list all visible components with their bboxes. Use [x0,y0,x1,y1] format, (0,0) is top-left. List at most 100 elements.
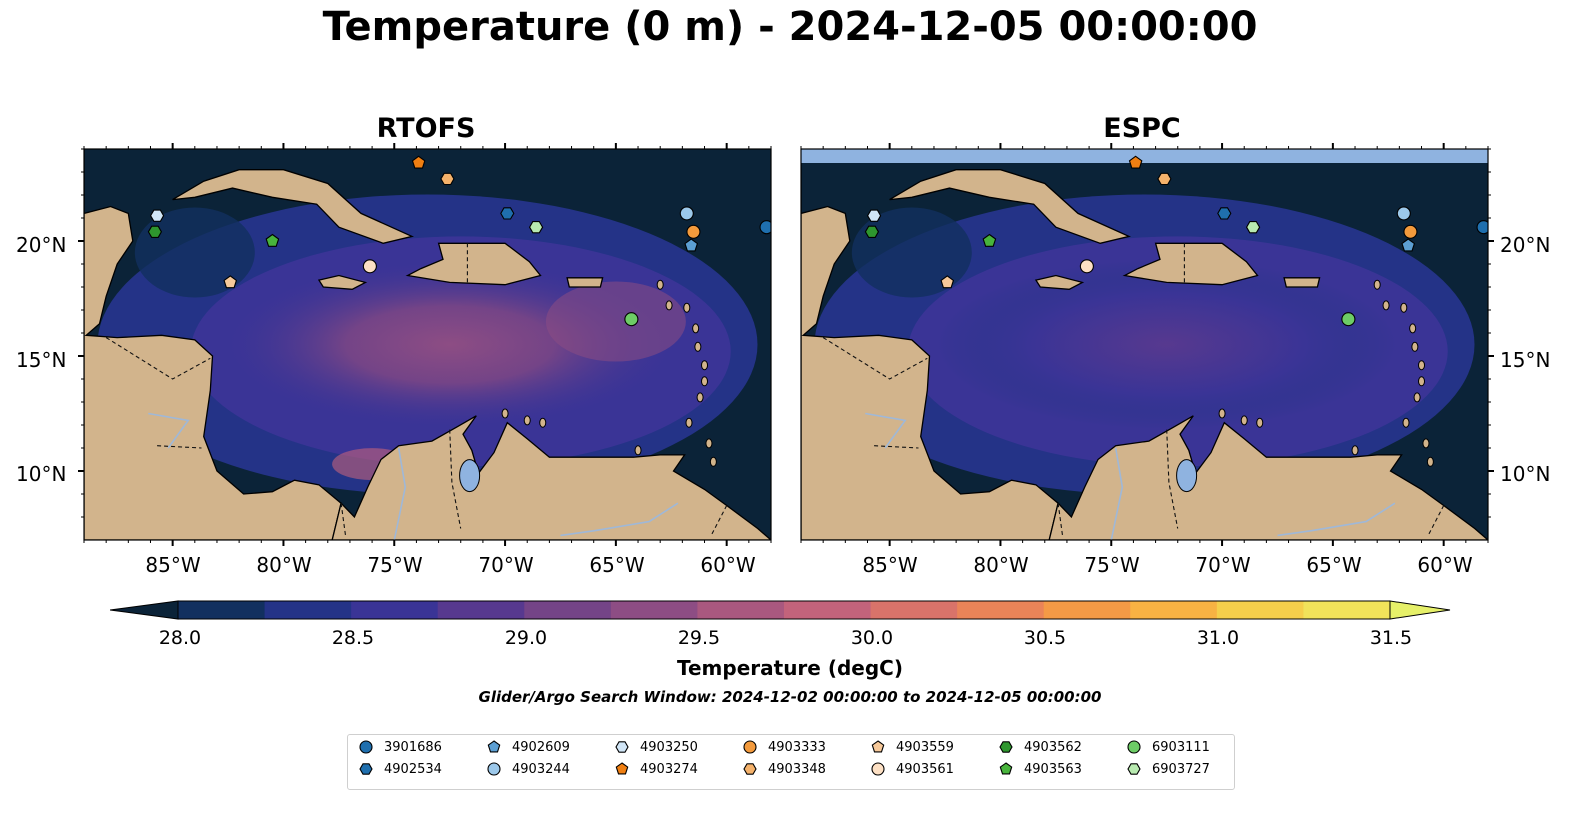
float-legend: 3901686 4902534 4902609 4903244 4903250 49032… [347,734,1235,790]
country-border [340,503,347,536]
river [560,502,679,537]
island [1411,341,1419,352]
island [1418,360,1426,371]
float-marker-3901686 [1476,220,1488,235]
island [1351,445,1359,456]
island [1409,323,1417,334]
landmass [801,149,1059,540]
island [501,408,509,419]
legend-label: 4903244 [512,761,570,777]
pentagon-marker-icon [999,762,1013,775]
legend-label: 4903559 [896,739,954,755]
colorbar-segment [1130,601,1218,619]
island [634,445,642,456]
island [692,323,700,334]
lon-label-60w-b: 60°W [1417,553,1473,577]
float-marker-4903333 [686,224,701,239]
island [539,417,547,428]
float-marker-6903727 [1245,221,1261,234]
island [656,279,664,290]
lon-label-65w-a: 65°W [589,553,645,577]
lon-label-60w-a: 60°W [700,553,756,577]
legend-label: 4902534 [384,761,442,777]
landmass [317,274,368,290]
landmass [405,242,542,286]
legend-item: 4902609 [484,738,570,756]
hexagon-marker-icon [359,763,373,775]
island [683,302,691,313]
legend-item: 6903111 [1124,738,1210,756]
figure-title: Temperature (0 m) - 2024-12-05 00:00:00 [322,4,1258,50]
float-marker-4903559 [940,275,955,289]
float-marker-4903250 [149,209,165,222]
country-border [822,337,928,380]
legend-label: 6903111 [1152,739,1210,755]
colorbar-tick: 31.0 [1196,627,1240,649]
legend-item: 4903250 [612,738,698,756]
espc-map [801,149,1488,540]
country-border [1427,505,1445,536]
island [701,360,709,371]
island [694,341,702,352]
lake-maracaibo [459,459,481,493]
country-border [710,505,728,536]
country-border [1057,503,1064,536]
float-marker-4902609 [1401,238,1416,252]
colorbar-segment [957,601,1045,619]
island [665,300,673,311]
legend-item: 4903333 [740,738,826,756]
colorbar-tick: 28.5 [331,627,375,649]
island [1240,415,1248,426]
colorbar-segment [178,601,266,619]
island [1400,302,1408,313]
lat-label-20n-right: 20°N [1500,233,1551,257]
float-marker-4903563 [982,233,997,247]
island [709,456,717,467]
legend-label: 4903561 [896,761,954,777]
float-marker-6903111 [624,312,639,327]
lon-label-75w-b: 75°W [1084,553,1140,577]
island [1256,417,1264,428]
island [1402,417,1410,428]
panel-title-espc: ESPC [1103,113,1181,144]
country-border [105,337,211,380]
float-marker-6903727 [528,221,544,234]
lake-maracaibo [1176,459,1198,493]
circle-marker-icon [743,740,757,754]
float-marker-4903244 [1396,206,1411,221]
colorbar [110,600,1451,620]
island [1418,376,1426,387]
colorbar-extend-low [110,600,179,620]
float-marker-3901686 [759,220,771,235]
island [1426,456,1434,467]
float-marker-4903562 [864,225,880,238]
island [1413,392,1421,403]
float-marker-4903561 [1079,259,1094,274]
lat-label-10n-right: 10°N [1500,462,1551,486]
legend-label: 4903562 [1024,739,1082,755]
no-data-band [801,149,1488,163]
temperature-field [134,207,255,298]
lat-label-15n-right: 15°N [1500,348,1551,372]
search-window-caption: Glider/Argo Search Window: 2024-12-02 00… [478,688,1102,706]
legend-label: 4903348 [768,761,826,777]
landmass [84,149,342,540]
lon-label-70w-b: 70°W [1195,553,1251,577]
map-frame [800,148,1489,541]
temperature-field [545,281,686,362]
legend-item: 4903559 [868,738,954,756]
landmass [331,415,771,540]
colorbar-tick: 30.5 [1023,627,1067,649]
lat-label-15n-left: 15°N [16,348,67,372]
country-border [1166,429,1179,529]
landmass [1034,274,1085,290]
island [685,417,693,428]
hexagon-marker-icon [999,741,1013,753]
panel-title-rtofs: RTOFS [376,113,476,144]
legend-label: 4903563 [1024,761,1082,777]
colorbar-segment [1043,601,1131,619]
river [865,412,907,449]
circle-marker-icon [487,762,501,776]
landmass [889,169,1132,244]
hexagon-marker-icon [743,763,757,775]
